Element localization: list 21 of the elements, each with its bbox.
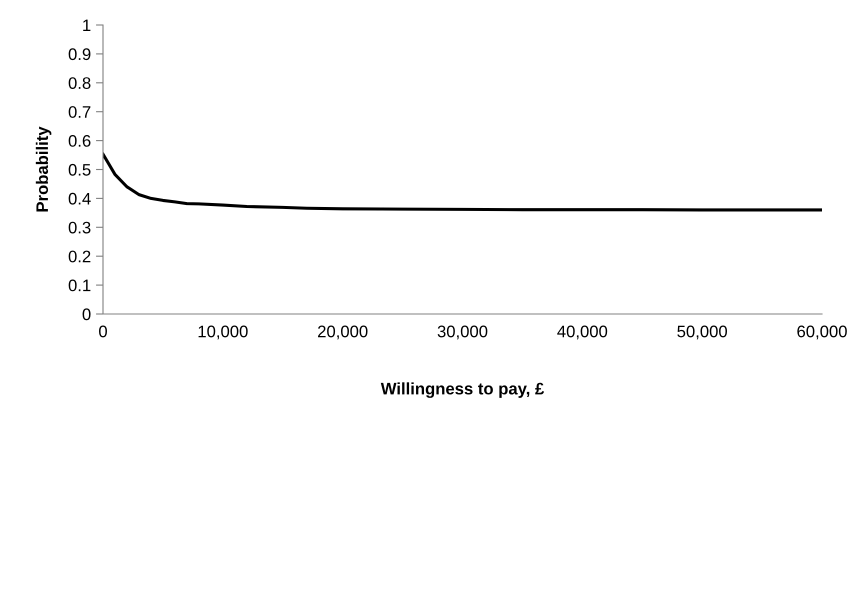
x-axis-title: Willingness to pay, £ bbox=[380, 382, 544, 398]
y-tick-label: 0 bbox=[82, 308, 91, 320]
y-tick-label: 0.7 bbox=[68, 106, 90, 118]
y-tick-label: 0.5 bbox=[68, 164, 90, 176]
y-tick-label: 0.1 bbox=[68, 280, 90, 292]
y-tick-label: 1 bbox=[83, 20, 90, 32]
y-tick-label: 0.9 bbox=[68, 48, 90, 60]
x-tick-label: 30,000 bbox=[438, 326, 488, 340]
x-tick-label: 0 bbox=[99, 326, 107, 338]
x-tick-label: 50,000 bbox=[677, 326, 728, 340]
line-series bbox=[103, 152, 822, 212]
x-tick-label: 60,000 bbox=[797, 326, 847, 340]
y-tick-label: 0.2 bbox=[68, 250, 90, 262]
y-tick-label: 0.4 bbox=[68, 192, 91, 205]
x-tick-label: 20,000 bbox=[318, 326, 368, 340]
x-tick-label: 40,000 bbox=[557, 326, 608, 340]
y-axis-title: Probability bbox=[36, 126, 52, 212]
y-tick-label: 0.3 bbox=[68, 222, 90, 234]
y-tick-label: 0.6 bbox=[68, 135, 90, 147]
y-tick-label: 0.8 bbox=[68, 77, 90, 90]
x-tick-label: 10,000 bbox=[198, 326, 248, 340]
